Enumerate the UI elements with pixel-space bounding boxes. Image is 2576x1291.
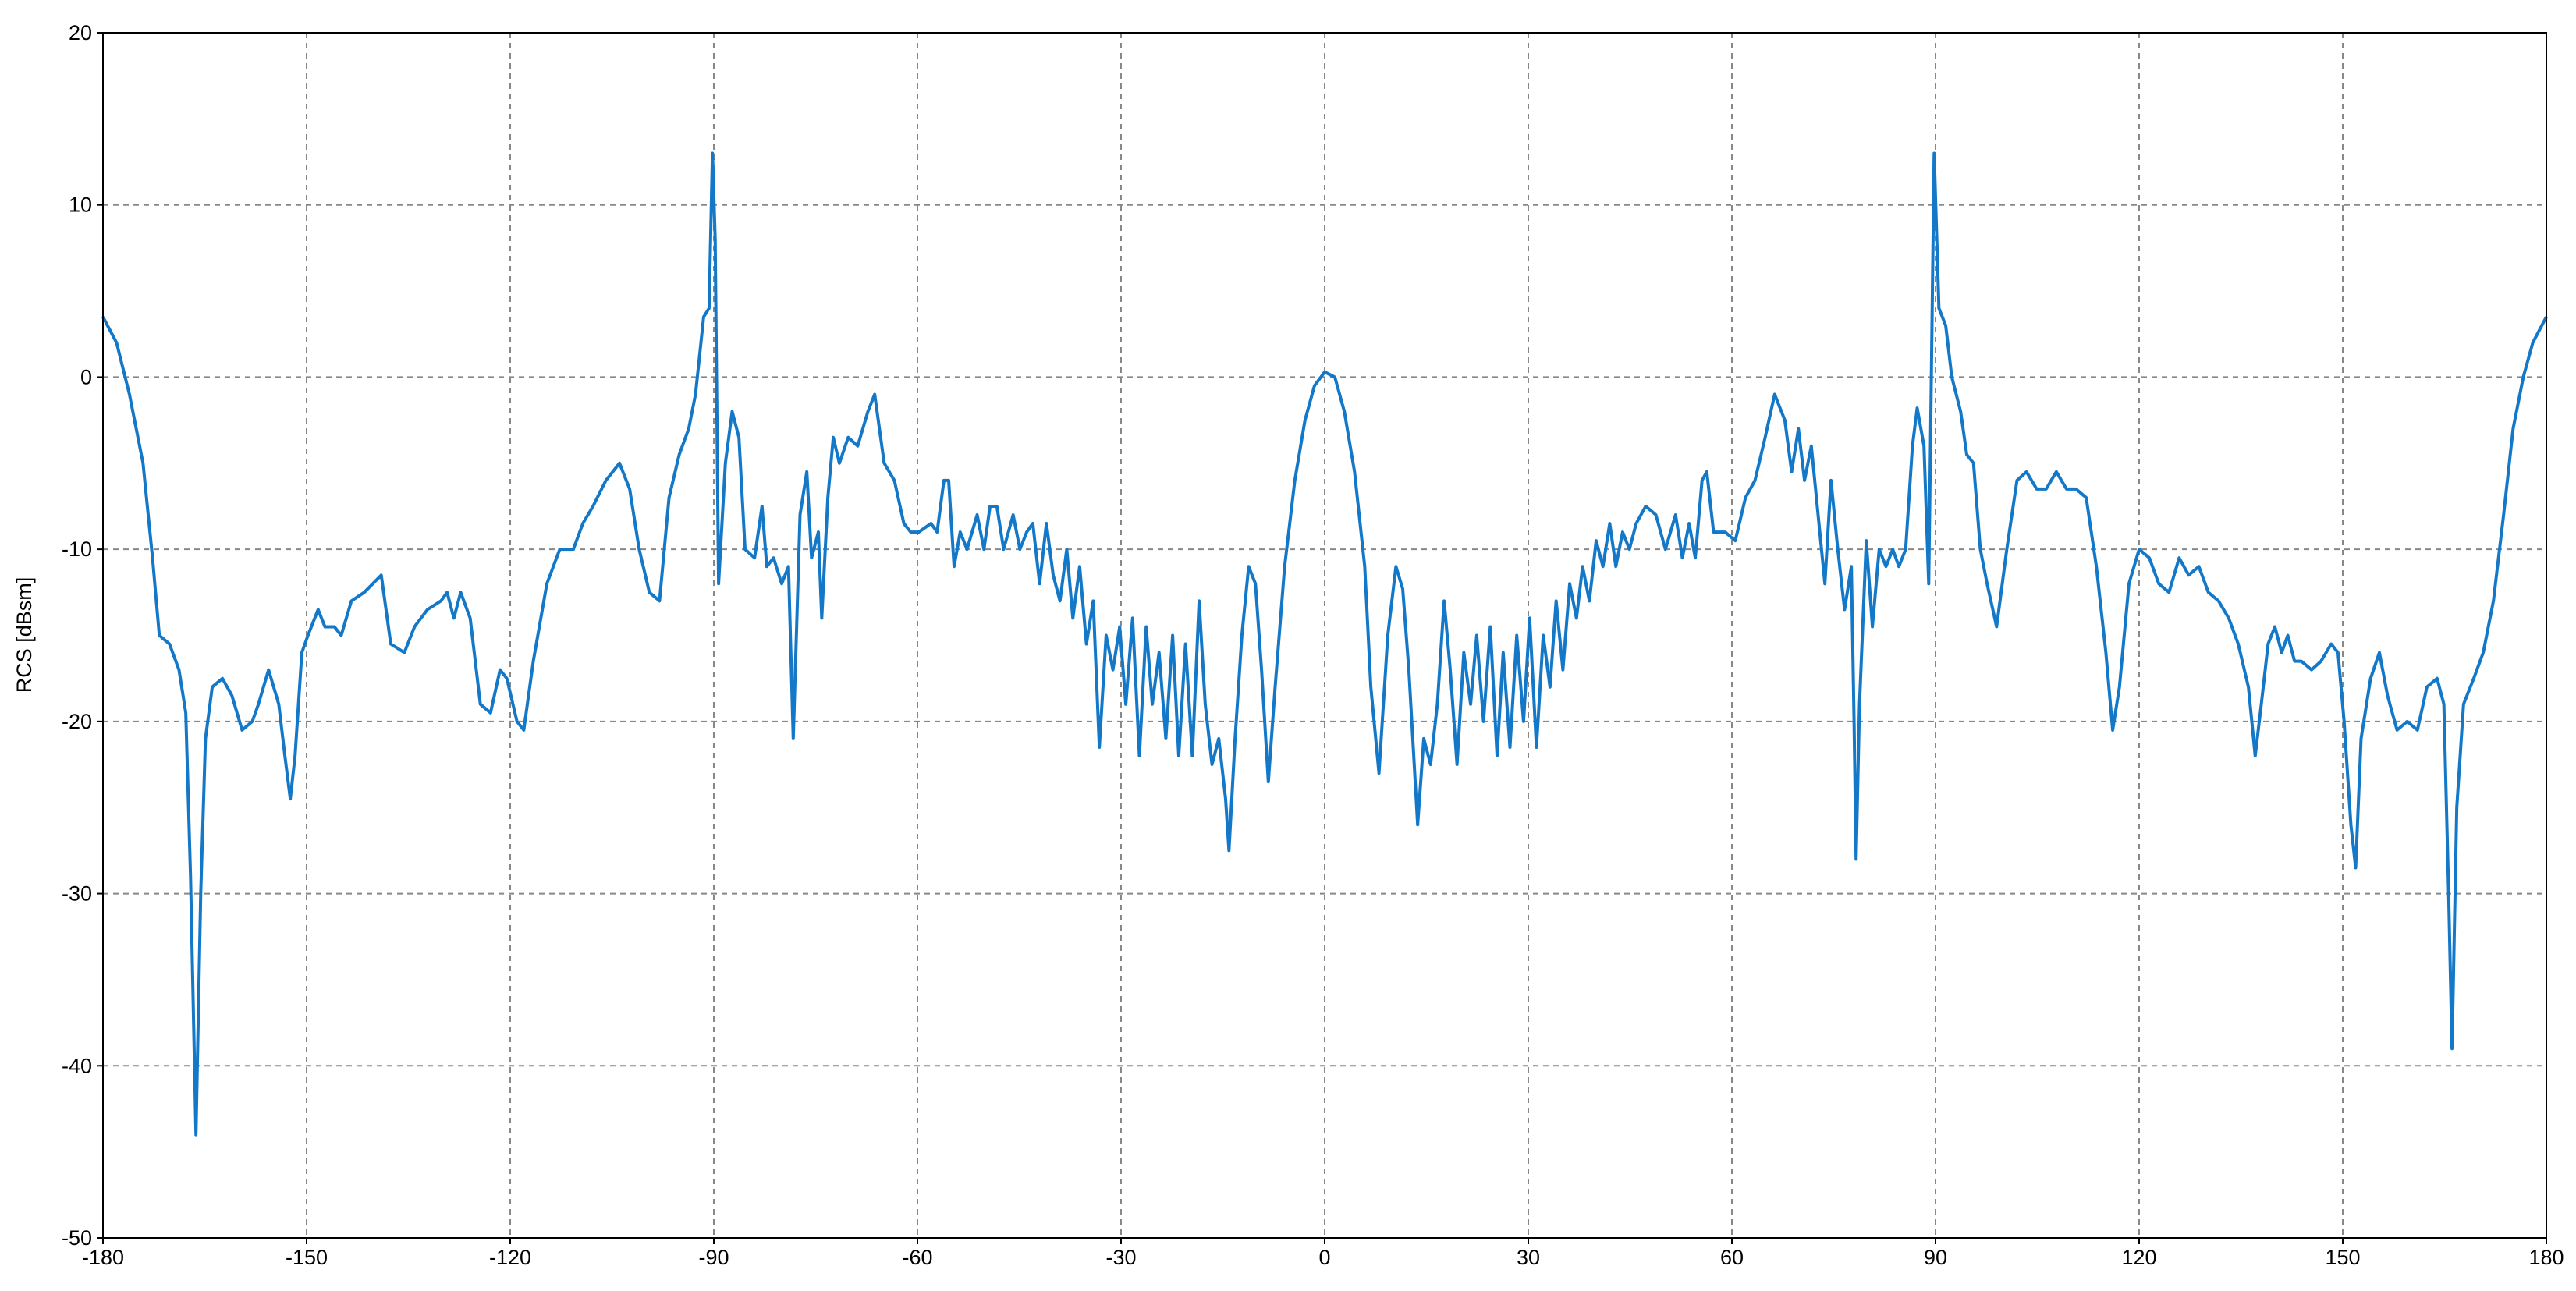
lines [101,151,2548,1137]
y-tick-label: 20 [69,21,92,44]
y-axis-label: RCS [dBsm] [12,577,36,693]
x-tick-label: 180 [2528,1246,2564,1269]
x-tick-label: -30 [1105,1246,1136,1269]
y-tick-label: -10 [62,537,92,561]
y-tick-label: -50 [62,1226,92,1250]
y-tick-label: 0 [80,365,92,388]
y-tick-label: -30 [62,882,92,906]
x-tick-label: 150 [2325,1246,2360,1269]
x-tick-label: -180 [82,1246,124,1269]
x-tick-label: 90 [1924,1246,1947,1269]
x-tick-label: -90 [698,1246,729,1269]
y-tick-label: 10 [69,193,92,217]
labels: -180 -150 -120 -90 -60 -30 0 30 60 90 120 150 180 -50… [62,21,2564,1269]
x-tick-label: 30 [1517,1246,1540,1269]
x-tick-label: -150 [286,1246,328,1269]
x-tick-label: 0 [1318,1246,1330,1269]
y-tick-label: -20 [62,710,92,733]
x-tick-label: 60 [1720,1246,1744,1269]
x-tick-label: -120 [489,1246,531,1269]
x-tick-label: -60 [902,1246,932,1269]
rcs-line [101,151,2548,1137]
y-tick-label: -40 [62,1054,92,1077]
x-tick-label: 120 [2121,1246,2156,1269]
